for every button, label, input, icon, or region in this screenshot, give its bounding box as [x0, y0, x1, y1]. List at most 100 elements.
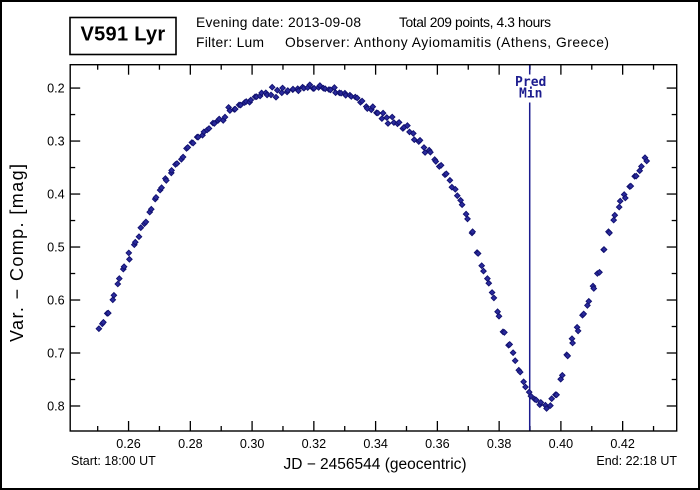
data-point — [152, 193, 160, 201]
data-point — [388, 113, 396, 121]
header-filter: Filter: Lum — [196, 35, 264, 50]
data-point — [590, 285, 598, 292]
data-point — [596, 268, 603, 276]
data-point — [548, 395, 556, 403]
data-point — [600, 246, 608, 253]
data-point — [442, 170, 450, 178]
data-point — [574, 327, 582, 335]
data-point — [168, 166, 176, 174]
data-point — [606, 229, 613, 237]
data-point — [114, 280, 122, 288]
data-point — [304, 84, 312, 92]
data-point — [137, 224, 145, 232]
y-tick-label: 0.4 — [47, 188, 65, 202]
data-point — [131, 238, 139, 246]
y-tick-label: 0.5 — [47, 241, 65, 255]
data-point — [378, 115, 386, 123]
header-observer: Observer: Anthony Ayiomamitis (Athens, G… — [285, 35, 609, 50]
data-point — [532, 396, 540, 404]
y-tick-label: 0.3 — [47, 135, 65, 149]
data-point — [611, 211, 619, 219]
plot-frame — [69, 63, 678, 432]
x-tick-label: 0.28 — [178, 437, 203, 451]
header-total-points: Total 209 points, 4.3 hours — [399, 15, 551, 30]
data-point — [453, 192, 461, 200]
data-point — [490, 294, 498, 302]
data-point — [446, 176, 454, 184]
data-point — [432, 157, 440, 165]
data-point — [488, 289, 496, 296]
data-point — [294, 87, 302, 95]
data-point — [474, 250, 482, 257]
data-point — [500, 328, 508, 336]
data-point — [537, 398, 545, 406]
data-point — [395, 118, 403, 126]
data-point — [353, 94, 361, 102]
star-name: V591 Lyr — [80, 24, 165, 46]
data-point — [480, 267, 487, 275]
data-point — [520, 378, 528, 386]
data-point — [231, 105, 239, 113]
star-name-box — [69, 16, 177, 56]
data-point — [553, 391, 561, 399]
data-point — [330, 84, 338, 92]
data-point — [564, 352, 572, 360]
data-point — [383, 114, 391, 122]
data-point — [580, 310, 588, 318]
data-point — [409, 129, 417, 137]
data-point — [451, 185, 459, 193]
x-tick-label: 0.26 — [116, 437, 141, 451]
data-point — [279, 84, 287, 92]
data-point — [478, 262, 486, 270]
x-tick-label: 0.32 — [302, 437, 327, 451]
y-axis-title: Var. − Comp. [mag] — [7, 164, 27, 342]
data-point — [546, 402, 554, 410]
data-point — [621, 194, 629, 202]
data-point — [585, 297, 593, 305]
data-point — [573, 323, 581, 331]
data-point — [426, 148, 434, 156]
data-point — [458, 201, 466, 209]
data-point — [147, 205, 155, 213]
data-point — [173, 160, 181, 167]
data-point — [511, 357, 519, 365]
data-point — [247, 96, 255, 104]
data-point — [162, 176, 170, 184]
data-point — [205, 125, 213, 132]
x-tick-label: 0.38 — [487, 437, 512, 451]
data-point — [179, 153, 187, 161]
data-point — [95, 325, 103, 333]
data-point — [306, 81, 314, 89]
data-point — [485, 279, 493, 287]
y-tick-labels: 0.2 0.3 0.4 0.5 0.6 0.7 0.8 — [47, 82, 65, 414]
data-points — [95, 81, 651, 412]
data-point — [225, 103, 233, 111]
x-tick-labels: 0.26 0.28 0.30 0.32 0.34 0.36 0.38 0.40 0.42 — [116, 437, 635, 451]
data-point — [641, 154, 649, 162]
y-tick-label: 0.7 — [47, 347, 65, 361]
footer-end-time: End: 22:18 UT — [596, 454, 677, 468]
data-point — [627, 182, 635, 190]
data-point — [158, 184, 166, 192]
data-point — [267, 91, 275, 99]
data-point — [125, 255, 133, 263]
x-tick-label: 0.34 — [363, 437, 388, 451]
data-point — [610, 216, 618, 224]
data-point — [367, 106, 375, 114]
footer-start-time: Start: 18:00 UT — [71, 454, 156, 468]
data-point — [543, 405, 551, 412]
data-point — [268, 83, 276, 91]
data-point — [495, 312, 503, 320]
data-point — [272, 93, 280, 101]
x-tick-label: 0.40 — [549, 437, 574, 451]
data-point — [135, 233, 143, 241]
data-point — [437, 161, 445, 169]
data-point — [416, 136, 424, 144]
data-point — [403, 122, 411, 130]
data-point — [410, 136, 418, 144]
data-point — [210, 119, 218, 127]
data-point — [125, 249, 133, 257]
y-tick-label: 0.6 — [47, 294, 65, 308]
header-evening-date: Evening date: 2013-09-08 — [196, 15, 361, 30]
